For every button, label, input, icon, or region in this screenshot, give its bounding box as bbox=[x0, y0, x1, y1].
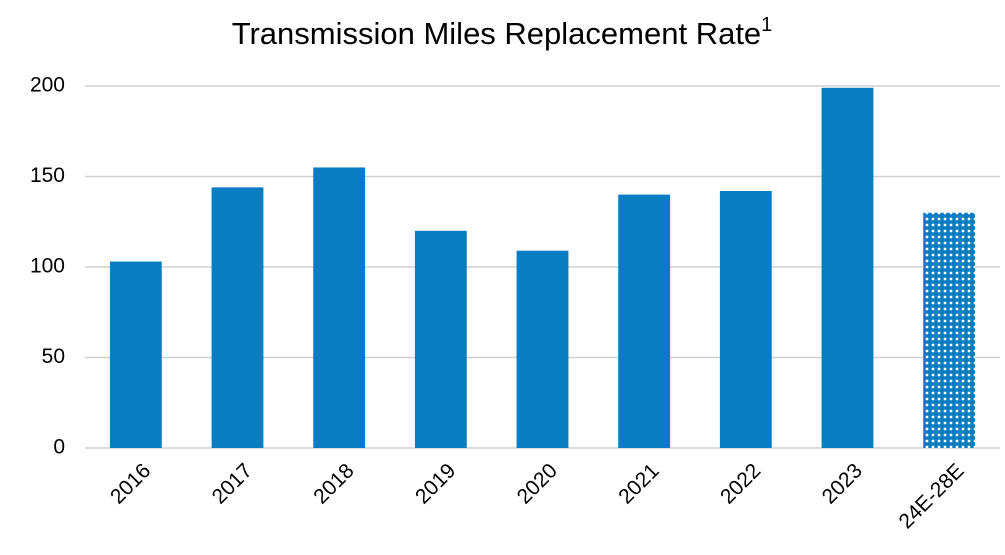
bar bbox=[516, 250, 569, 448]
x-tick-label: 24E-28E bbox=[895, 459, 969, 533]
title-text: Transmission Miles Replacement Rate bbox=[232, 16, 761, 51]
bar bbox=[414, 230, 467, 448]
x-tick-label: 2023 bbox=[818, 459, 867, 508]
x-tick-label: 2022 bbox=[716, 459, 765, 508]
x-tick-label: 2018 bbox=[309, 459, 358, 508]
y-tick-label: 0 bbox=[53, 436, 65, 459]
bar bbox=[109, 261, 162, 448]
x-tick-label: 2021 bbox=[614, 459, 663, 508]
x-tick-label: 2017 bbox=[208, 459, 257, 508]
y-tick-label: 50 bbox=[42, 345, 65, 368]
bar bbox=[211, 187, 264, 449]
bar bbox=[618, 194, 671, 448]
x-tick-label: 2020 bbox=[513, 459, 562, 508]
y-tick-label: 150 bbox=[30, 164, 65, 187]
chart-title: Transmission Miles Replacement Rate1 bbox=[232, 14, 773, 51]
bar bbox=[821, 87, 874, 448]
y-tick-label: 100 bbox=[30, 255, 65, 278]
title-superscript: 1 bbox=[761, 14, 772, 36]
bar bbox=[313, 167, 366, 448]
bar bbox=[923, 212, 976, 448]
y-tick-label: 200 bbox=[30, 74, 65, 97]
x-tick-label: 2016 bbox=[106, 459, 155, 508]
x-tick-label: 2019 bbox=[411, 459, 460, 508]
bar bbox=[719, 190, 772, 449]
